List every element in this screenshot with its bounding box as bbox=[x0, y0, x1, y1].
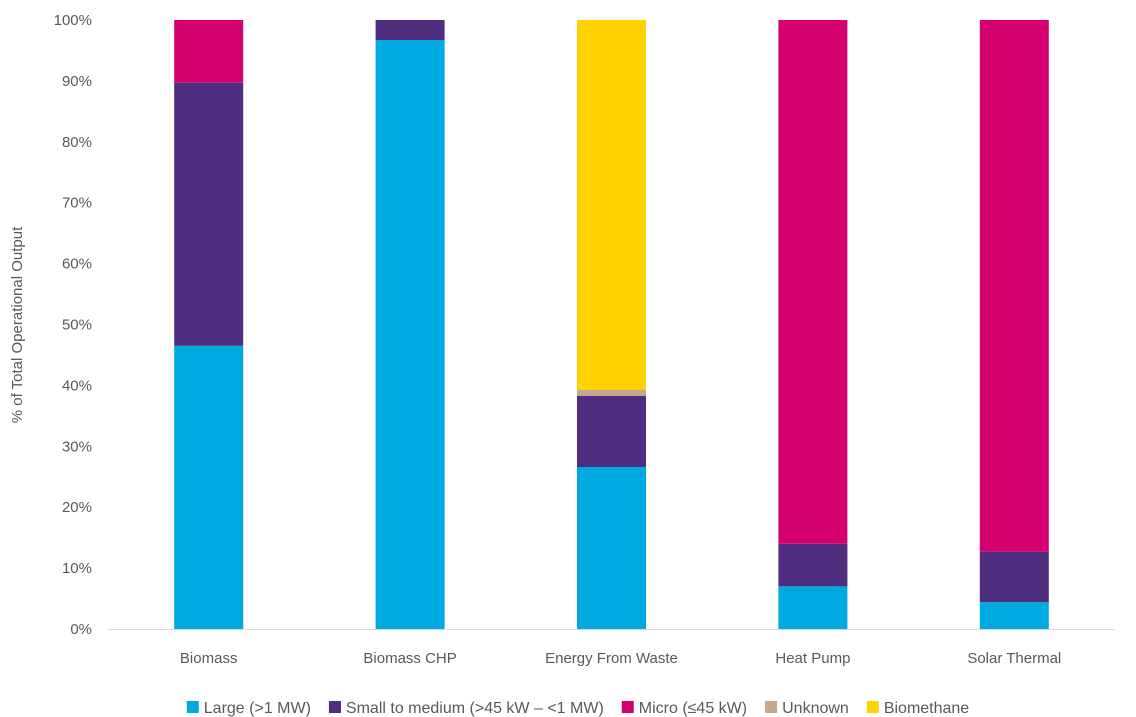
legend-label: Biomethane bbox=[884, 700, 969, 717]
y-tick-label: 20% bbox=[62, 499, 92, 516]
x-category-label: Heat Pump bbox=[775, 650, 850, 667]
x-category-label: Biomass CHP bbox=[363, 650, 456, 667]
y-tick-label: 80% bbox=[62, 134, 92, 151]
bar-segment bbox=[174, 82, 244, 346]
bar-segment bbox=[778, 20, 848, 544]
bar-segment bbox=[174, 20, 244, 83]
legend-swatch bbox=[621, 701, 634, 713]
y-tick-label: 30% bbox=[62, 438, 92, 455]
legend: Large (>1 MW) Small to medium (>45 kW – <… bbox=[186, 700, 969, 717]
bar-segment bbox=[577, 395, 646, 468]
bar-segment bbox=[979, 551, 1049, 603]
bar-segment bbox=[174, 345, 244, 629]
y-tick-label: 0% bbox=[70, 621, 92, 638]
x-axis-categories: Biomass Biomass CHP Energy From Waste Heat … bbox=[180, 650, 1061, 667]
bars bbox=[174, 20, 1049, 630]
legend-label: Unknown bbox=[782, 700, 849, 717]
legend-swatch bbox=[186, 701, 199, 713]
y-tick-label: 90% bbox=[62, 73, 92, 90]
bar-segment bbox=[375, 40, 445, 630]
legend-label: Micro (≤45 kW) bbox=[639, 700, 747, 717]
bar-segment bbox=[375, 20, 445, 41]
legend-swatch bbox=[328, 701, 341, 713]
legend-label: Small to medium (>45 kW – <1 MW) bbox=[346, 700, 604, 717]
bar-segment bbox=[979, 602, 1049, 629]
bar-segment bbox=[778, 543, 848, 587]
legend-label: Large (>1 MW) bbox=[204, 700, 311, 717]
y-axis-label: % of Total Operational Output bbox=[9, 226, 26, 423]
y-tick-label: 100% bbox=[54, 12, 92, 29]
bar-segment bbox=[979, 20, 1049, 552]
x-category-label: Biomass bbox=[180, 650, 238, 667]
y-tick-label: 60% bbox=[62, 256, 92, 273]
y-tick-label: 70% bbox=[62, 195, 92, 212]
y-axis-ticks: 0% 10% 20% 30% 40% 50% 60% 70% 80% 90% 100% bbox=[54, 12, 92, 638]
bar-segment bbox=[577, 20, 646, 390]
x-category-label: Solar Thermal bbox=[967, 650, 1061, 667]
bar-segment bbox=[577, 467, 646, 629]
y-tick-label: 50% bbox=[62, 317, 92, 334]
y-tick-label: 40% bbox=[62, 377, 92, 394]
y-tick-label: 10% bbox=[62, 560, 92, 577]
legend-swatch bbox=[765, 701, 778, 713]
bar-segment bbox=[778, 586, 848, 629]
x-category-label: Energy From Waste bbox=[545, 650, 678, 667]
legend-swatch bbox=[866, 701, 879, 713]
bar-segment bbox=[577, 389, 646, 396]
